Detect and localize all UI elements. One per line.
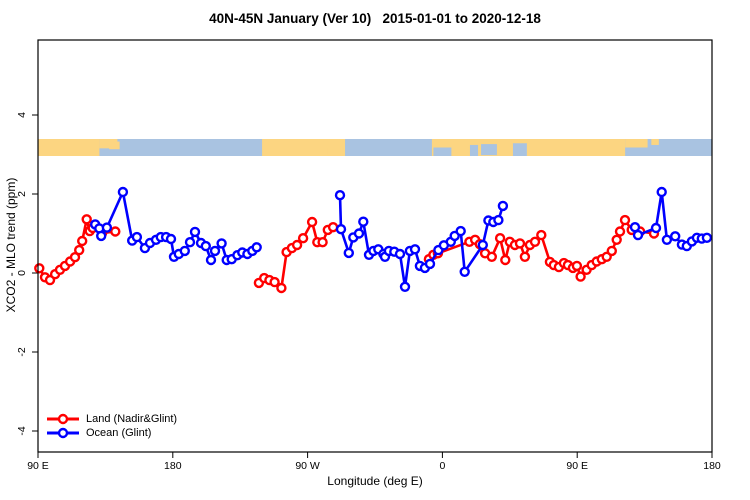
legend-label-land: Land (Nadir&Glint) xyxy=(86,413,178,425)
y-tick-label: -2 xyxy=(16,347,28,356)
legend-item-ocean: Ocean (Glint) xyxy=(46,426,177,440)
legend-item-land: Land (Nadir&Glint) xyxy=(46,412,177,426)
map-band-sea-patch xyxy=(481,144,497,156)
legend-label-ocean: Ocean (Glint) xyxy=(86,427,152,439)
data-point xyxy=(110,226,121,237)
data-point xyxy=(399,281,411,292)
data-point xyxy=(477,239,488,251)
data-point xyxy=(497,200,509,212)
y-tick-label: 0 xyxy=(16,270,28,276)
data-point xyxy=(650,222,662,234)
data-point xyxy=(409,244,421,255)
data-point xyxy=(459,266,470,277)
x-axis-label: Longitude (deg E) xyxy=(327,474,423,488)
map-band-land-patch xyxy=(651,139,659,145)
data-point xyxy=(536,229,547,241)
data-point xyxy=(69,252,81,263)
data-point xyxy=(81,214,92,225)
legend: Land (Nadir&Glint) Ocean (Glint) xyxy=(46,412,177,440)
data-point xyxy=(297,232,309,244)
data-point xyxy=(317,236,328,248)
map-band-sea-patch xyxy=(512,143,527,156)
data-point xyxy=(205,254,217,266)
data-point xyxy=(611,234,622,246)
data-point xyxy=(101,222,113,233)
data-point xyxy=(34,263,45,274)
data-point xyxy=(661,234,673,246)
data-point xyxy=(670,231,681,242)
x-tick-label: 180 xyxy=(703,460,721,472)
map-band-land-patch xyxy=(262,139,346,156)
data-point xyxy=(131,231,143,243)
chart-title: 40N-45N January (Ver 10) 2015-01-01 to 2… xyxy=(209,11,541,26)
map-band-land-patch xyxy=(99,139,118,149)
land-series-marker-icon xyxy=(47,413,79,425)
data-point xyxy=(493,214,504,226)
data-point xyxy=(494,232,506,244)
map-band-land-patch xyxy=(109,141,120,150)
map-band-land-patch xyxy=(38,139,100,156)
data-point xyxy=(117,186,129,198)
data-point xyxy=(209,245,221,257)
data-point xyxy=(486,251,497,262)
data-point xyxy=(95,230,107,242)
x-tick-label: 90 E xyxy=(27,460,49,472)
data-point xyxy=(251,242,262,253)
data-point xyxy=(216,238,227,249)
data-point xyxy=(632,229,644,241)
x-tick-label: 90 W xyxy=(295,460,320,472)
data-point xyxy=(619,214,631,226)
data-point xyxy=(343,247,354,259)
data-point xyxy=(184,236,196,248)
y-tick-label: -4 xyxy=(16,426,28,435)
ocean-series-marker-icon xyxy=(47,427,79,439)
data-point xyxy=(529,236,541,248)
y-tick-label: 4 xyxy=(16,112,28,118)
data-point xyxy=(276,282,287,294)
data-point xyxy=(189,226,201,238)
y-tick-label: 2 xyxy=(16,191,28,197)
map-band-land-patch xyxy=(625,139,648,148)
plot-border xyxy=(37,39,713,453)
data-point xyxy=(291,239,303,251)
data-point xyxy=(656,186,667,198)
data-point xyxy=(519,251,531,262)
data-point xyxy=(334,189,346,201)
data-point xyxy=(571,260,583,272)
map-band-land-patch xyxy=(431,139,626,156)
map-band-land-patch xyxy=(327,147,341,156)
data-point xyxy=(614,226,626,237)
data-point xyxy=(269,276,280,288)
data-point xyxy=(424,258,436,270)
data-point xyxy=(335,223,347,235)
data-point xyxy=(606,245,617,257)
x-tick-label: 0 xyxy=(439,460,445,472)
map-band-sea-patch xyxy=(469,144,479,156)
x-tick-label: 180 xyxy=(164,460,182,472)
data-point xyxy=(73,244,85,256)
data-point xyxy=(165,233,177,245)
data-point xyxy=(514,238,526,249)
data-point xyxy=(500,254,511,266)
data-point xyxy=(306,216,318,228)
x-tick-label: 90 E xyxy=(566,460,588,472)
data-point xyxy=(455,225,466,237)
data-point xyxy=(179,245,191,257)
data-point xyxy=(701,232,713,244)
map-band-sea-patch xyxy=(433,147,452,156)
data-point xyxy=(394,248,406,260)
data-point xyxy=(76,235,88,247)
data-point xyxy=(358,216,369,227)
data-point xyxy=(200,240,212,252)
data-point xyxy=(575,271,586,282)
data-point xyxy=(353,228,365,239)
